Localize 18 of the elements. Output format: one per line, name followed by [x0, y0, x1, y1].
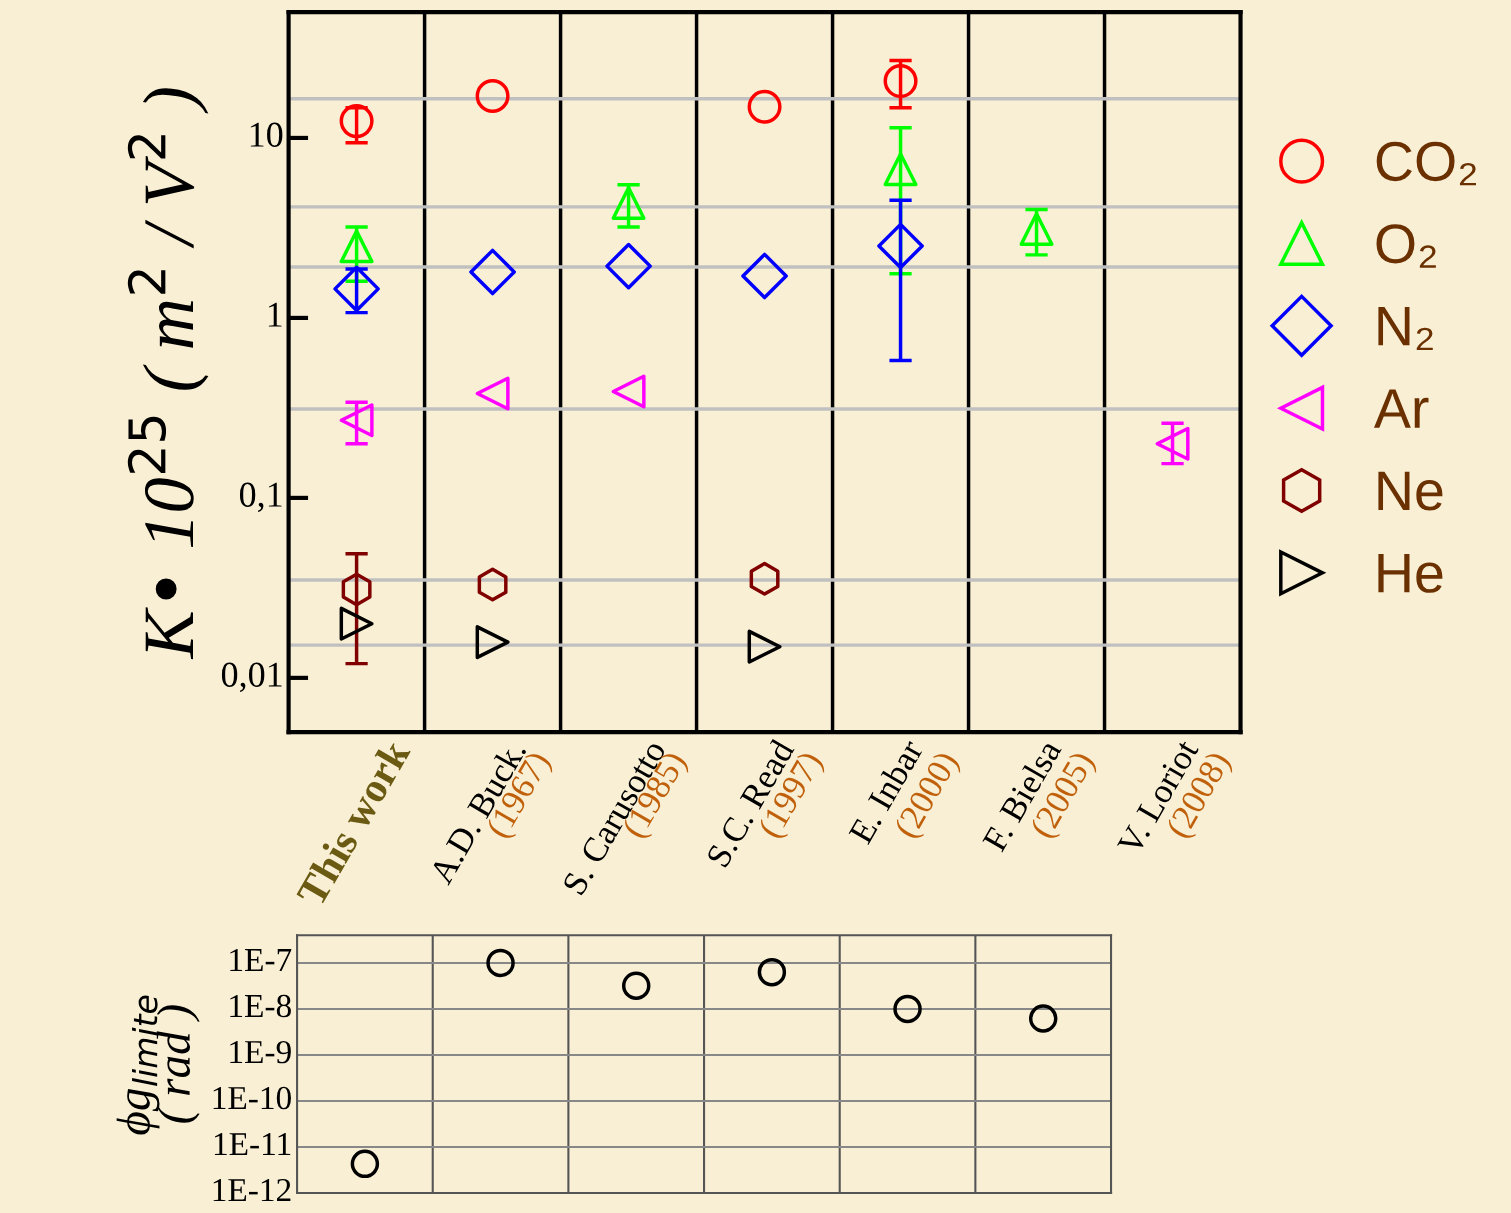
- legend-label: N₂: [1378, 307, 1433, 351]
- legend-label: Ar: [1373, 389, 1429, 428]
- y-tick-label: 1E-8: [230, 994, 291, 1018]
- legend-label: CO₂: [1376, 141, 1476, 186]
- y-tick-label: 1E-9: [230, 1040, 291, 1064]
- y-tick-label: 1E-11: [214, 1132, 291, 1155]
- y-tick-label: 10: [250, 122, 283, 147]
- y-tick-label: 1E-7: [230, 948, 292, 971]
- y-tick-label: 1: [268, 302, 282, 327]
- y-tick-label: 1E-10: [213, 1086, 291, 1110]
- y-tick-label: 1E-12: [213, 1178, 291, 1201]
- legend-label: O₂: [1376, 224, 1436, 268]
- y-tick-label: 0,01: [221, 662, 282, 693]
- y-axis-title: K• 10$^{25}$ ( m$^{2}$ / V$^{2}$ ): [127, 88, 209, 660]
- legend-label: Ne: [1378, 471, 1443, 511]
- legend-label: He: [1378, 554, 1443, 593]
- y-axis-title: ϕg$_{limite}$ ( rad ): [116, 995, 200, 1135]
- y-tick-label: 0,1: [239, 482, 282, 513]
